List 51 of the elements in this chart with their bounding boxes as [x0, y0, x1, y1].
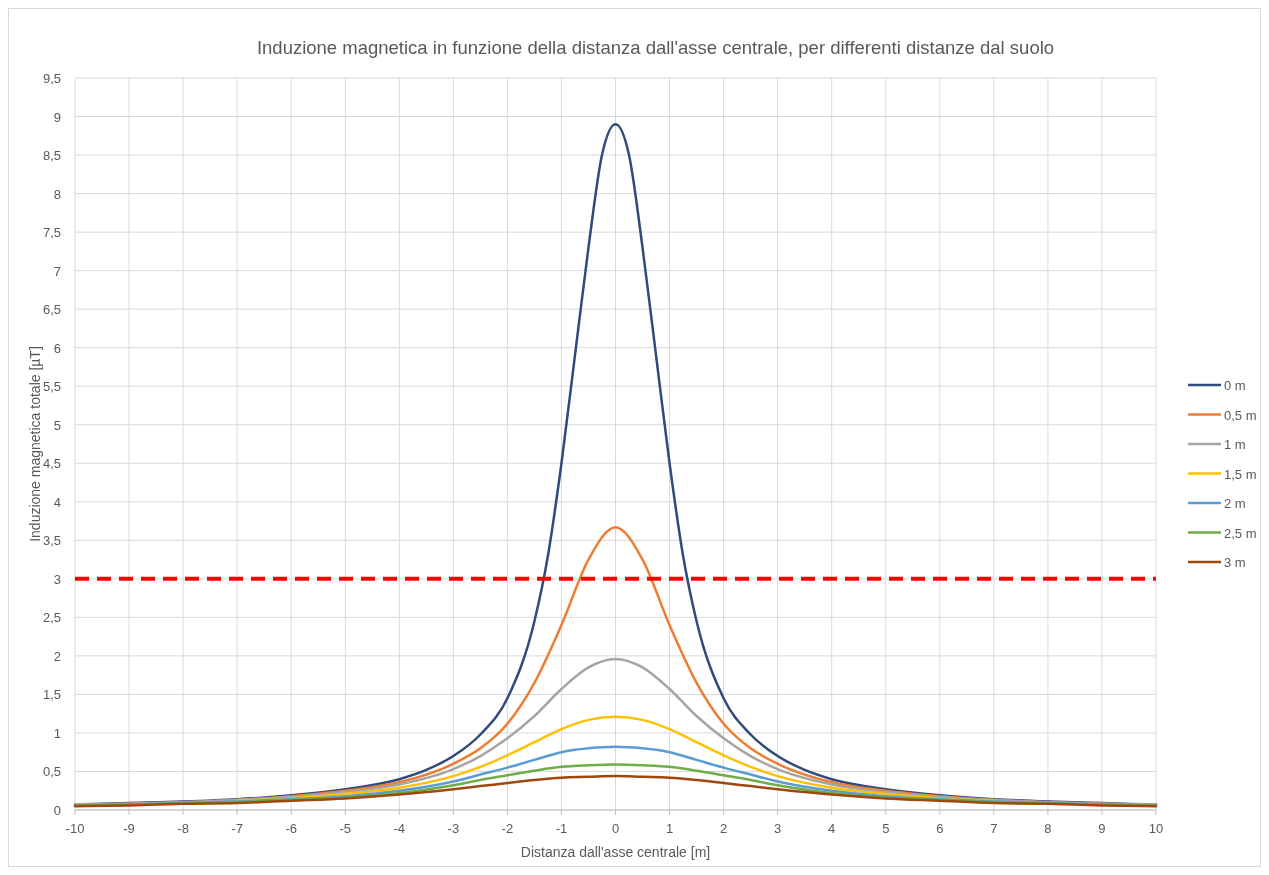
y-tick-label: 3,5	[42, 533, 61, 549]
x-tick-label: -1	[555, 821, 568, 836]
y-tick-label: 3	[53, 571, 61, 587]
x-tick-label: 5	[882, 821, 890, 836]
y-tick-label: 1	[53, 725, 61, 741]
x-tick-label: -9	[123, 821, 135, 836]
x-tick-label: -5	[339, 821, 352, 836]
x-tick-label: -8	[177, 821, 189, 836]
chart-title: Induzione magnetica in funzione della distanza dall'asse centrale, per differenti distanze dal suolo	[256, 37, 1055, 58]
legend-label: 1 m	[1224, 437, 1246, 452]
legend-label: 2 m	[1224, 496, 1246, 511]
y-tick-label: 2	[53, 648, 61, 664]
x-tick-label: 4	[828, 821, 836, 836]
x-tick-label: 8	[1044, 821, 1052, 836]
x-tick-label: 0	[611, 821, 620, 836]
legend-label: 1,5 m	[1224, 466, 1257, 482]
x-tick-label: -10	[65, 821, 85, 836]
x-tick-label: 7	[990, 821, 998, 836]
legend-label: 0 m	[1224, 378, 1246, 393]
y-tick-label: 9	[53, 109, 61, 125]
y-tick-label: 0,5	[42, 764, 61, 780]
y-tick-label: 6,5	[42, 302, 61, 318]
x-axis-title: Distanza dall'asse centrale [m]	[520, 844, 711, 860]
y-tick-label: 5	[53, 417, 61, 433]
y-tick-label: 2,5	[42, 610, 61, 626]
x-tick-label: 10	[1148, 821, 1164, 836]
y-tick-label: 8	[53, 186, 61, 202]
y-tick-label: 8,5	[42, 148, 61, 164]
y-tick-label: 6	[53, 340, 61, 356]
x-tick-label: -6	[285, 821, 297, 836]
y-tick-label: 9,5	[42, 71, 61, 86]
x-tick-label: 2	[719, 821, 728, 836]
y-tick-label: 7	[53, 263, 61, 279]
legend-label: 0,5 m	[1224, 407, 1257, 423]
y-tick-label: 0	[53, 803, 61, 818]
x-tick-label: -4	[393, 821, 406, 836]
y-tick-label: 1,5	[42, 687, 61, 703]
y-axis-title: Induzione magnetica totale [µT]	[27, 346, 43, 542]
y-tick-label: 7,5	[42, 225, 61, 241]
y-tick-label: 4	[53, 494, 61, 510]
y-tick-label: 5,5	[42, 379, 61, 395]
x-tick-label: 3	[774, 821, 782, 836]
x-tick-label: -2	[501, 821, 514, 836]
legend-label: 3 m	[1224, 555, 1246, 570]
x-tick-label: -3	[447, 821, 460, 836]
x-tick-label: 9	[1098, 821, 1106, 836]
x-tick-label: 6	[936, 821, 944, 836]
x-tick-label: 1	[665, 821, 674, 836]
legend-label: 2,5 m	[1224, 525, 1257, 541]
y-tick-label: 4,5	[42, 456, 61, 472]
x-tick-label: -7	[231, 821, 243, 836]
